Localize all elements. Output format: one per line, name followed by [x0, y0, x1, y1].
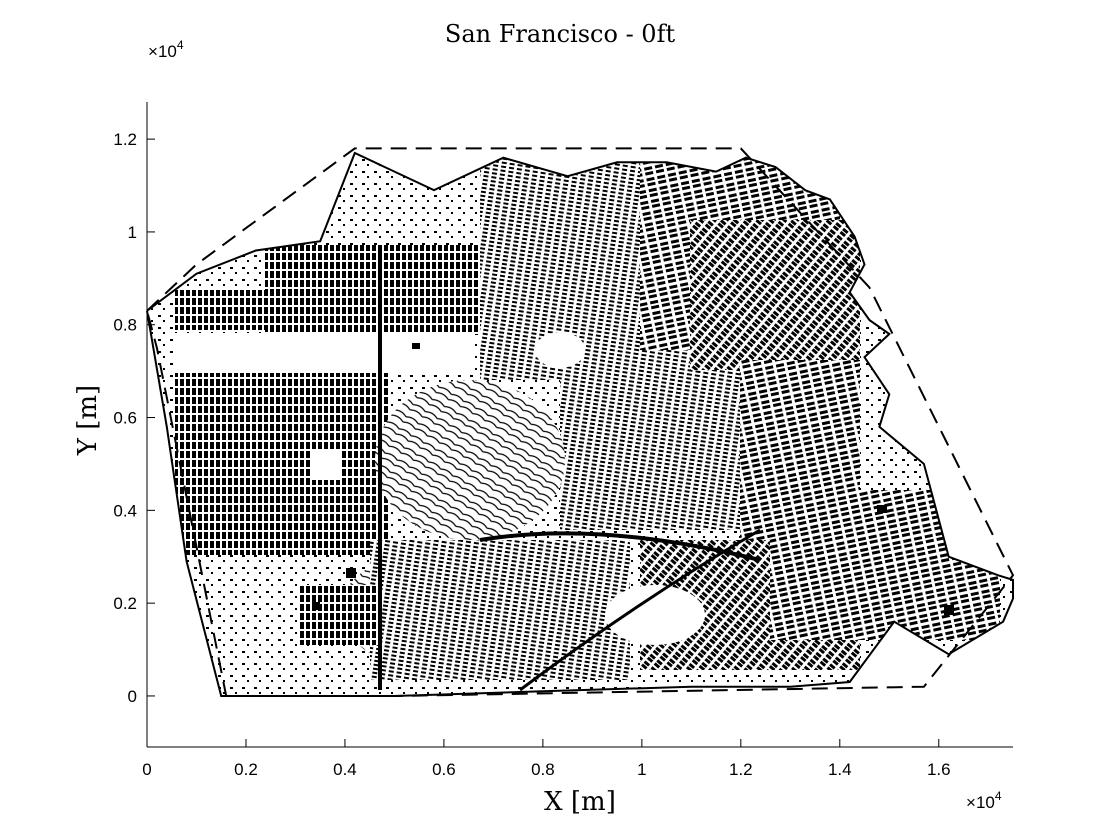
- y-tick-label: 0.2: [113, 594, 137, 613]
- x-tick-label: 0.8: [531, 760, 555, 779]
- axes: [146, 102, 1013, 748]
- convex-hull-dashed-line: [146, 147, 1015, 697]
- boundary-series: [146, 147, 1015, 697]
- x-exp-base: 10: [976, 793, 995, 812]
- y-tick-label: 1.2: [113, 130, 137, 149]
- x-tick-label: 1.2: [729, 760, 753, 779]
- x-tick-label: 0.2: [234, 760, 258, 779]
- y-tick-label: 0.8: [113, 316, 137, 335]
- y-tick-label: 0.4: [113, 501, 137, 520]
- y-tick-label: 0.6: [113, 409, 137, 428]
- x-ticks: 0 0.2 0.4 0.6 0.8 1 1.2 1.4 1.6: [142, 739, 951, 779]
- y-exp-base: 10: [158, 42, 177, 61]
- x-tick-label: 1.4: [828, 760, 852, 779]
- x-tick-label: 0: [142, 760, 151, 779]
- y-axis-label: Y [m]: [73, 385, 103, 456]
- y-axis-exponent: ×104: [148, 38, 184, 61]
- y-exp-power: 4: [177, 38, 184, 52]
- x-tick-label: 0.6: [432, 760, 456, 779]
- x-exp-power: 4: [995, 789, 1002, 803]
- x-axis-label: X [m]: [544, 787, 616, 817]
- x-tick-label: 1.6: [927, 760, 951, 779]
- y-tick-label: 0: [128, 687, 137, 706]
- chart-title: San Francisco - 0ft: [445, 20, 676, 48]
- x-tick-label: 0.4: [333, 760, 357, 779]
- city-boundary-line: [146, 151, 1014, 697]
- x-tick-label: 1: [637, 760, 646, 779]
- y-ticks: 0 0.2 0.4 0.6 0.8 1 1.2: [113, 130, 155, 706]
- x-axis-exponent: ×104: [966, 789, 1002, 812]
- y-tick-label: 1: [128, 223, 137, 242]
